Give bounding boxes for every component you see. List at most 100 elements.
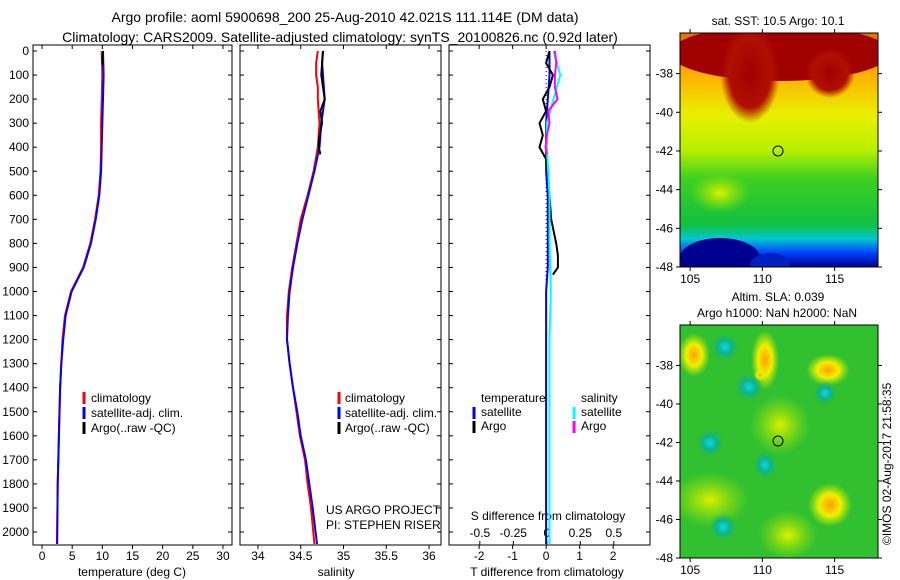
x-tick-label: 25: [186, 549, 200, 563]
y-tick-label: 1900: [2, 501, 29, 515]
series-temperature-satellite: [545, 51, 551, 544]
x-tick-label: 15: [126, 549, 140, 563]
x-tick-label: -2: [474, 549, 485, 563]
sla-heatmap: [680, 325, 878, 558]
series-satellite-adj-clim-: [56, 50, 105, 545]
figure-subtitle: Climatology: CARS2009. Satellite-adjuste…: [62, 29, 618, 45]
lon-tick-label: 110: [753, 272, 772, 286]
legend-temperature-title: temperature: [481, 391, 546, 405]
sst-map-title: sat. SST: 10.5 Argo: 10.1: [712, 14, 845, 28]
lat-tick-label: -42: [656, 144, 674, 158]
y-tick-label: 600: [9, 188, 29, 202]
y-tick-label: 1300: [2, 357, 29, 371]
legend-argo: Argo(..raw -QC): [91, 421, 176, 435]
y-tick-label: 1500: [2, 405, 29, 419]
temperature-xlabel: temperature (deg C): [78, 565, 186, 579]
x-tick-label: 1: [576, 549, 583, 563]
x-tick-label: 36: [422, 549, 436, 563]
s-tick-label: -0.5: [469, 526, 490, 540]
y-tick-label: 1600: [2, 429, 29, 443]
x-tick-label: 5: [69, 549, 76, 563]
lat-tick-label: -40: [656, 397, 674, 411]
x-tick-label: 0: [543, 549, 550, 563]
sla-map-subtitle: Argo h1000: NaN h2000: NaN: [697, 306, 857, 320]
series-argo-raw-qc-: [101, 50, 104, 66]
salinity-legend: climatology satellite-adj. clim. Argo(..…: [337, 391, 437, 435]
sst-heatmap: [680, 33, 878, 267]
y-tick-label: 500: [9, 164, 29, 178]
legend-s-argo: Argo: [581, 419, 607, 433]
sla-map-title: Altim. SLA: 0.039: [732, 290, 825, 304]
legend-satellite: satellite-adj. clim.: [345, 406, 437, 420]
x-tick-label: 30: [216, 549, 230, 563]
x-tick-label: 35.5: [375, 549, 399, 563]
sst-map-frame: [679, 32, 879, 268]
legend-argo: Argo(..raw -QC): [345, 421, 430, 435]
series-argo-raw-qc-: [317, 50, 326, 155]
x-tick-label: 10: [96, 549, 110, 563]
legend-t-argo: Argo: [481, 419, 507, 433]
x-tick-label: -1: [507, 549, 518, 563]
lon-tick-label: 105: [680, 272, 700, 286]
sst-map: sat. SST: 10.5 Argo: 10.1 105 110 115 -38 -4…: [656, 14, 882, 286]
s-tick-label: 0.5: [605, 526, 622, 540]
lat-tick-label: -48: [656, 260, 674, 274]
y-tick-label: 1100: [3, 309, 29, 323]
legend-s-satellite: satellite: [581, 405, 622, 419]
legend-climatology: climatology: [345, 391, 405, 405]
lon-tick-label: 115: [825, 272, 844, 286]
legend-satellite: satellite-adj. clim.: [91, 406, 183, 420]
x-tick-label: 20: [156, 549, 170, 563]
lat-tick-label: -46: [656, 512, 674, 526]
lon-tick-label: 105: [680, 563, 700, 577]
lat-tick-label: -38: [656, 67, 674, 81]
difference-panel: T difference from climatology S differen…: [448, 44, 651, 579]
salinity-xlabel: salinity: [318, 565, 355, 579]
y-tick-label: 700: [9, 212, 29, 226]
y-tick-label: 1400: [2, 381, 29, 395]
difference-legend: temperature salinity satellite Argo sate…: [472, 391, 622, 433]
series-temperature-argo: [538, 50, 559, 276]
salinity-panel: salinity climatology satellite-adj. clim…: [239, 44, 442, 579]
x-tick-label: 2: [610, 549, 617, 563]
lat-tick-label: -44: [656, 474, 674, 488]
argo-location-marker: [772, 435, 784, 447]
pi-annotation: PI: STEPHEN RISER: [326, 518, 441, 532]
lon-tick-label: 115: [825, 563, 844, 577]
y-tick-label: 1800: [2, 477, 29, 491]
y-tick-label: 400: [9, 140, 29, 154]
lat-tick-label: -48: [656, 551, 674, 565]
temperature-legend: climatology satellite-adj. clim. Argo(..…: [82, 391, 183, 435]
x-tick-label: 34.5: [289, 549, 313, 563]
y-tick-label: 800: [9, 236, 29, 250]
s-tick-label: -0.25: [500, 526, 528, 540]
y-tick-label: 200: [9, 92, 29, 106]
y-tick-label: 100: [9, 68, 29, 82]
y-tick-label: 1200: [2, 333, 29, 347]
lat-tick-label: -44: [656, 183, 674, 197]
tdiff-xlabel: T difference from climatology: [470, 565, 624, 579]
temperature-panel: temperature (deg C) climatology satellit…: [2, 44, 233, 579]
lat-tick-label: -42: [656, 435, 674, 449]
temperature-plot-frame: [32, 44, 233, 546]
lat-tick-label: -40: [656, 105, 674, 119]
series-salinity-satellite: [545, 50, 562, 544]
legend-t-satellite: satellite: [481, 405, 522, 419]
series-salinity-argo: [544, 50, 559, 155]
lat-tick-label: -46: [656, 221, 674, 235]
y-tick-label: 0: [22, 44, 29, 58]
figure-title: Argo profile: aoml 5900698_200 25-Aug-20…: [112, 9, 579, 25]
lon-tick-label: 110: [753, 563, 772, 577]
project-annotation: US ARGO PROJECT: [326, 503, 441, 517]
s-tick-label: 0.25: [569, 526, 593, 540]
imos-credit: ©IMOS 02-Aug-2017 21:58:35: [880, 382, 894, 545]
y-tick-label: 1700: [2, 453, 29, 467]
x-tick-label: 34: [251, 549, 265, 563]
sdiff-xlabel: S difference from climatology: [471, 509, 626, 523]
sla-map-frame: [679, 324, 879, 559]
legend-salinity-title: salinity: [581, 391, 618, 405]
y-tick-label: 1000: [2, 285, 29, 299]
y-tick-label: 900: [9, 260, 29, 274]
argo-location-marker: [772, 145, 784, 157]
